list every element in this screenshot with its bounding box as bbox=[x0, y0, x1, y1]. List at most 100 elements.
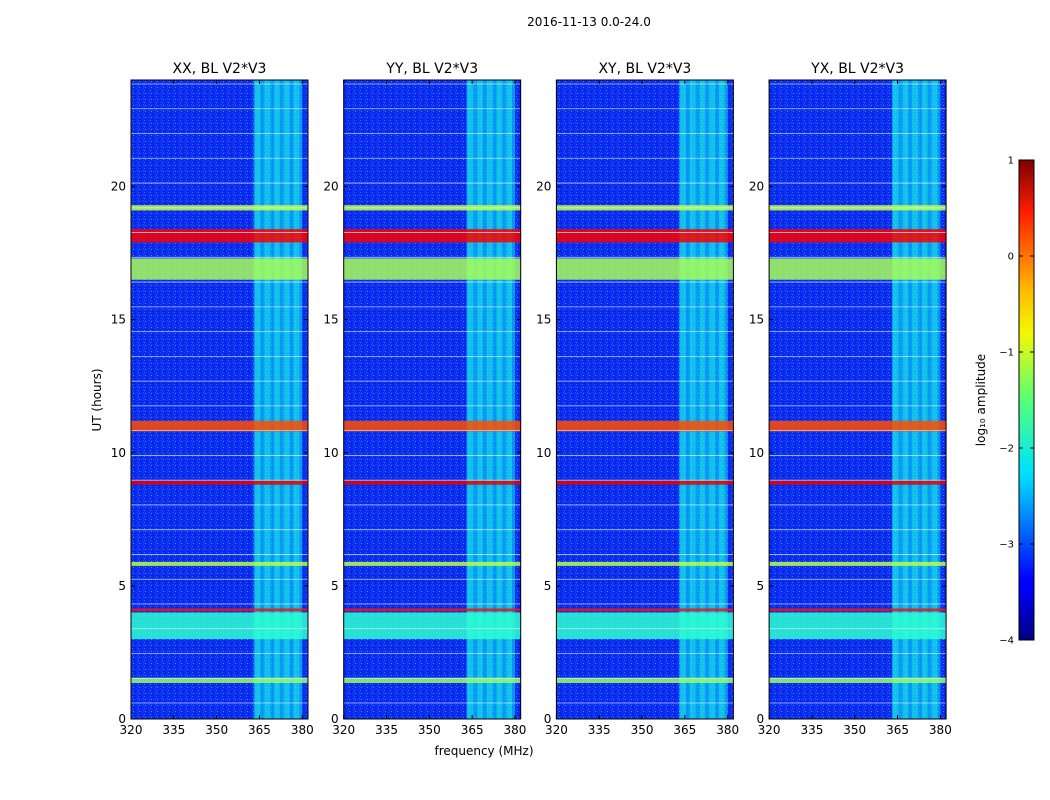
y-tick-label: 15 bbox=[749, 313, 764, 327]
rfi-time-band bbox=[131, 561, 308, 566]
panel-title: YX, BL V2*V3 bbox=[810, 61, 904, 77]
x-tick-label: 380 bbox=[291, 723, 314, 737]
rfi-channel-stripe bbox=[506, 80, 512, 719]
y-tick-label: 0 bbox=[118, 712, 126, 726]
x-tick-label: 335 bbox=[375, 723, 398, 737]
rfi-channel-stripe bbox=[931, 80, 938, 719]
x-tick-label: 380 bbox=[929, 723, 952, 737]
rfi-time-band bbox=[131, 258, 308, 280]
rfi-channel-stripe bbox=[912, 80, 918, 719]
y-tick-label: 5 bbox=[756, 579, 764, 593]
colorbar-tick-label: 0 bbox=[1008, 252, 1014, 263]
rfi-time-band bbox=[131, 608, 308, 612]
x-tick-label: 320 bbox=[545, 723, 568, 737]
rfi-channel-stripe bbox=[718, 80, 725, 719]
colorbar-frame bbox=[1018, 159, 1035, 641]
x-tick-label: 365 bbox=[248, 723, 271, 737]
rfi-time-band bbox=[769, 480, 947, 485]
panel-title: XX, BL V2*V3 bbox=[173, 61, 267, 77]
rfi-time-band bbox=[769, 608, 947, 612]
rfi-time-band bbox=[343, 229, 521, 243]
colorbar-tick-label: −3 bbox=[999, 540, 1014, 551]
y-tick-label: 20 bbox=[111, 180, 126, 194]
y-tick-label: 5 bbox=[544, 579, 552, 593]
y-tick-label: 5 bbox=[331, 579, 339, 593]
y-tick-label: 20 bbox=[536, 180, 551, 194]
rfi-channel-stripe bbox=[892, 80, 899, 719]
y-tick-label: 15 bbox=[111, 313, 126, 327]
x-tick-label: 350 bbox=[843, 723, 866, 737]
rfi-time-band bbox=[343, 258, 521, 280]
y-tick-label: 10 bbox=[111, 446, 126, 460]
y-tick-label: 10 bbox=[323, 446, 338, 460]
x-tick-label: 380 bbox=[716, 723, 739, 737]
rfi-time-band bbox=[131, 229, 308, 243]
rfi-time-band bbox=[343, 612, 521, 640]
x-tick-label: 335 bbox=[800, 723, 823, 737]
rfi-time-band bbox=[769, 229, 947, 243]
y-tick-label: 10 bbox=[749, 446, 764, 460]
rfi-channel-stripe bbox=[496, 80, 503, 719]
panel-frame bbox=[768, 79, 947, 720]
colorbar-tick-label: −4 bbox=[999, 636, 1014, 647]
rfi-time-band bbox=[769, 420, 947, 432]
figure-suptitle: 2016-11-13 0.0-24.0 bbox=[527, 15, 651, 29]
rfi-channel-stripe bbox=[477, 80, 483, 719]
y-tick-label: 15 bbox=[536, 313, 551, 327]
colorbar-label: log₁₀ amplitude bbox=[974, 354, 988, 446]
colorbar: log₁₀ amplitude 1 0 −1 −2 −3 −4 bbox=[974, 156, 1035, 647]
y-tick-label: 0 bbox=[756, 712, 764, 726]
rfi-time-band bbox=[343, 480, 521, 485]
rfi-channel-stripe bbox=[254, 80, 261, 719]
x-tick-label: 320 bbox=[332, 723, 355, 737]
rfi-time-band bbox=[556, 258, 734, 280]
y-tick-label: 15 bbox=[323, 313, 338, 327]
y-axis-label: UT (hours) bbox=[90, 368, 104, 431]
y-tick-label: 10 bbox=[536, 446, 551, 460]
y-tick-label: 0 bbox=[331, 712, 339, 726]
x-tick-label: 365 bbox=[886, 723, 909, 737]
panel-xy: XY, BL V2*V3 320 335 350 365 380 0 5 10 15 20 bbox=[536, 61, 739, 737]
panel-frame bbox=[343, 79, 522, 720]
panel-frame bbox=[130, 79, 309, 720]
rfi-channel-stripe bbox=[293, 80, 300, 719]
x-axis-label: frequency (MHz) bbox=[434, 744, 533, 758]
colorbar-tick-label: −2 bbox=[999, 444, 1014, 455]
rfi-time-band bbox=[556, 608, 734, 612]
panel-yx: YX, BL V2*V3 320 335 350 365 380 0 5 10 15 20 bbox=[749, 61, 952, 737]
rfi-time-band bbox=[556, 677, 734, 684]
y-tick-label: 5 bbox=[118, 579, 126, 593]
rfi-channel-stripe bbox=[921, 80, 928, 719]
rfi-time-band bbox=[131, 480, 308, 485]
panel-title: XY, BL V2*V3 bbox=[598, 61, 691, 77]
rfi-time-band bbox=[343, 561, 521, 566]
rfi-time-band bbox=[343, 677, 521, 684]
x-tick-label: 350 bbox=[205, 723, 228, 737]
rfi-time-band bbox=[343, 608, 521, 612]
x-tick-label: 350 bbox=[631, 723, 654, 737]
x-tick-label: 350 bbox=[418, 723, 441, 737]
colorbar-tick-label: −1 bbox=[999, 348, 1014, 359]
x-tick-label: 380 bbox=[504, 723, 527, 737]
rfi-channel-stripe bbox=[689, 80, 696, 719]
rfi-time-band bbox=[131, 420, 308, 432]
x-tick-label: 335 bbox=[162, 723, 185, 737]
panel-xx: XX, BL V2*V3 320 335 350 365 380 0 5 10 15 20 bbox=[111, 61, 314, 737]
rfi-time-band bbox=[131, 677, 308, 684]
rfi-time-band bbox=[769, 258, 947, 280]
rfi-time-band bbox=[769, 612, 947, 640]
panel-frame bbox=[555, 79, 734, 720]
rfi-channel-stripe bbox=[486, 80, 493, 719]
rfi-time-band bbox=[556, 420, 734, 432]
colorbar-gradient bbox=[1019, 160, 1034, 640]
rfi-time-band bbox=[556, 480, 734, 485]
rfi-time-band bbox=[556, 612, 734, 640]
panel-yy: YY, BL V2*V3 320 335 350 365 380 0 5 10 15 20 bbox=[323, 61, 526, 737]
rfi-channel-stripe bbox=[274, 80, 280, 719]
rfi-channel-stripe bbox=[709, 80, 715, 719]
y-tick-label: 20 bbox=[323, 180, 338, 194]
rfi-channel-stripe bbox=[902, 80, 909, 719]
rfi-time-band bbox=[769, 561, 947, 566]
